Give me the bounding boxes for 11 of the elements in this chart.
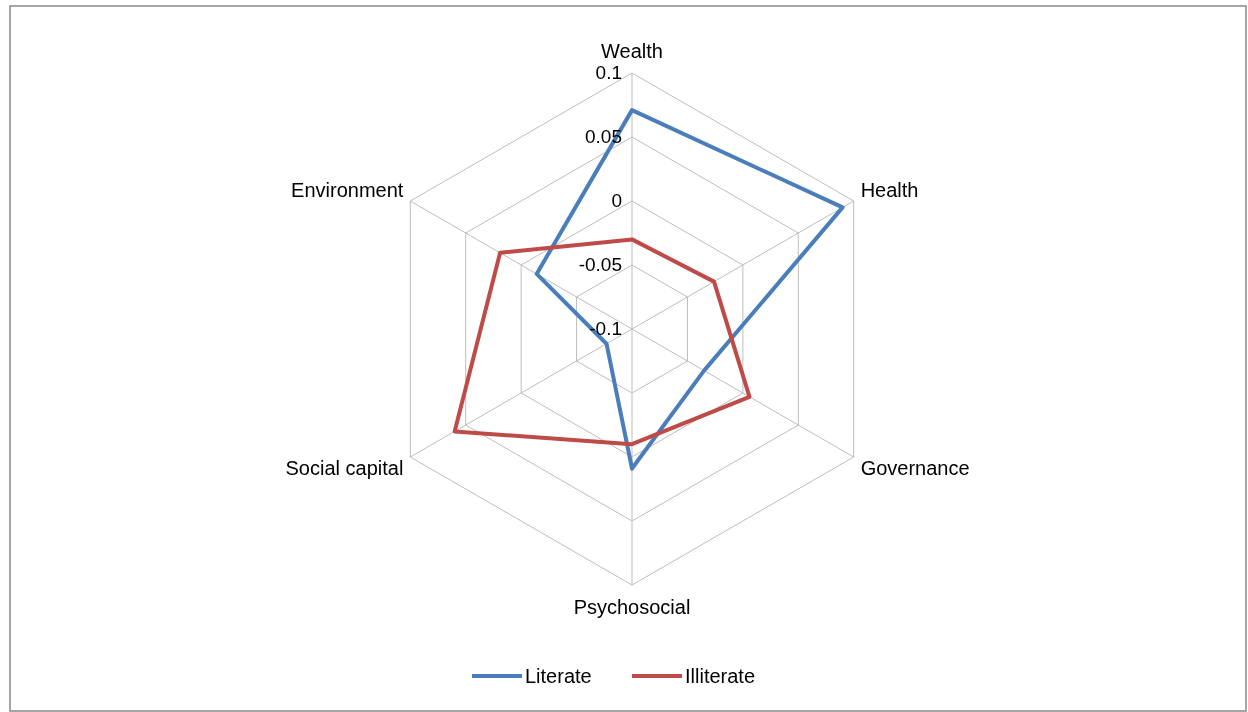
spoke-label: Governance xyxy=(860,457,970,479)
spoke-label: Wealth xyxy=(601,40,663,62)
legend-label: Literate xyxy=(525,665,592,687)
spoke-label: Psychosocial xyxy=(573,596,691,618)
y-tick-label: 0.1 xyxy=(595,62,622,83)
spoke-label: Environment xyxy=(291,179,404,201)
y-tick-label: -0.05 xyxy=(578,254,622,275)
spoke-label: Social capital xyxy=(285,457,404,479)
spoke-label: Health xyxy=(860,179,919,201)
y-tick-label: 0 xyxy=(611,190,622,211)
legend-label: Illiterate xyxy=(685,665,756,687)
